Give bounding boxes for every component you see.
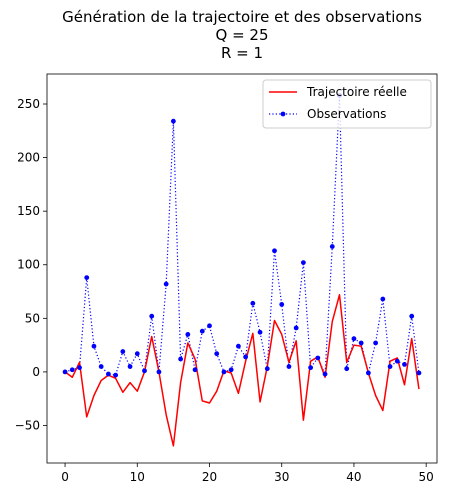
observation-point <box>77 365 82 371</box>
x-tick-label: 30 <box>274 470 289 484</box>
observation-point <box>315 355 321 361</box>
observation-point <box>98 364 104 369</box>
observation-point <box>394 358 400 364</box>
observation-point <box>250 300 256 306</box>
legend-marker-observations <box>280 111 286 117</box>
x-tick-label: 50 <box>419 470 434 484</box>
observation-point <box>257 329 263 335</box>
observation-point <box>84 275 90 281</box>
observation-point <box>402 362 407 367</box>
observation-point <box>264 366 270 372</box>
observation-point <box>365 370 371 376</box>
observation-point <box>134 351 140 357</box>
y-tick-label: 50 <box>25 311 40 325</box>
observation-point <box>149 313 155 319</box>
y-tick-label: 250 <box>17 97 40 111</box>
chart-title-line-3: R = 1 <box>220 44 264 62</box>
y-tick-label: 200 <box>17 151 40 165</box>
observation-point <box>185 332 191 337</box>
observation-point <box>91 343 97 349</box>
observation-point <box>373 340 379 346</box>
observation-point <box>358 340 364 346</box>
observation-point <box>192 367 198 373</box>
observation-point <box>214 351 220 357</box>
series-line-trajectoire <box>64 294 420 447</box>
x-tick-label: 20 <box>202 470 217 484</box>
observation-point <box>142 368 147 374</box>
observation-point <box>221 369 227 375</box>
observation-point <box>69 367 75 373</box>
observation-point <box>235 343 241 349</box>
observation-point <box>351 336 357 342</box>
chart-title: Génération de la trajectoire et des obse… <box>0 8 454 62</box>
legend-label-trajectoire: Trajectoire réelle <box>306 85 407 99</box>
observation-point <box>272 248 277 254</box>
y-tick-label: 150 <box>17 204 40 218</box>
observation-point <box>207 323 212 329</box>
y-tick-label: −50 <box>15 418 40 432</box>
observation-point <box>344 366 350 372</box>
chart-title-line-2: Q = 25 <box>215 26 269 44</box>
observation-point <box>105 371 111 377</box>
observation-point <box>286 364 292 369</box>
observation-point <box>409 313 415 319</box>
observation-point <box>127 364 133 369</box>
observation-point <box>170 118 176 124</box>
plot-area <box>46 73 438 464</box>
observation-point <box>308 365 314 371</box>
x-tick-label: 10 <box>130 470 145 484</box>
chart-title-line-1: Génération de la trajectoire et des obse… <box>62 8 422 26</box>
legend: Trajectoire réelle Observations <box>262 79 432 129</box>
observation-point <box>120 349 126 354</box>
legend-label-observations: Observations <box>307 107 386 121</box>
observation-point <box>163 281 169 287</box>
observation-point <box>279 301 285 307</box>
observation-point <box>322 371 328 377</box>
y-tick-label: 100 <box>17 258 40 272</box>
y-tick-label: 0 <box>32 365 40 379</box>
observation-point <box>329 244 335 249</box>
legend-box <box>262 79 432 129</box>
x-tick-label: 0 <box>61 470 69 484</box>
observation-point <box>243 354 249 360</box>
observation-point <box>113 372 119 378</box>
observation-point <box>293 325 299 331</box>
observation-point <box>380 296 386 302</box>
observation-point <box>387 364 393 369</box>
observation-point <box>62 369 68 375</box>
observation-point <box>416 370 422 376</box>
axes-ticks: 0 10 20 30 40 50 −50 0 50 100 150 200 250 <box>15 97 434 484</box>
observation-point <box>178 356 184 362</box>
observation-point <box>228 367 234 373</box>
x-tick-label: 40 <box>346 470 361 484</box>
observation-point <box>156 369 162 375</box>
observation-point <box>199 328 205 334</box>
observation-point <box>300 260 306 266</box>
